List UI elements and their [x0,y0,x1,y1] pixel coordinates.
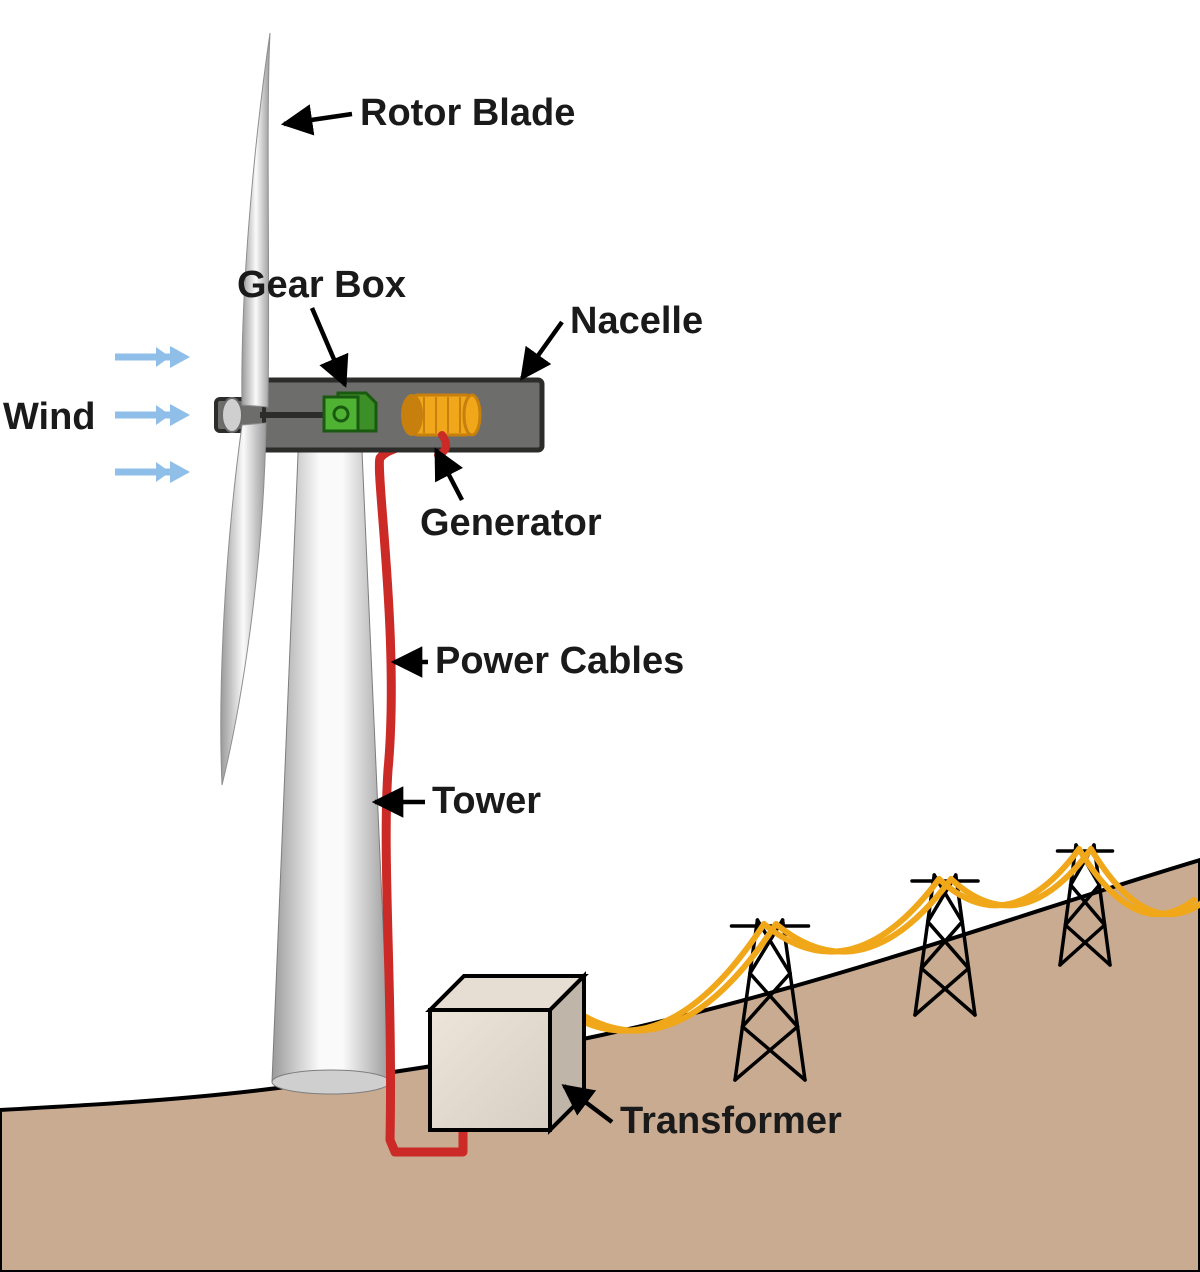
wind-turbine-diagram: Rotor Blade Gear Box Nacelle Wind Genera… [0,0,1200,1272]
label-generator: Generator [420,502,602,545]
label-gear-box: Gear Box [237,264,406,307]
label-power-cables: Power Cables [435,640,684,683]
label-nacelle: Nacelle [570,300,703,343]
label-transformer: Transformer [620,1100,842,1143]
diagram-svg [0,0,1200,1272]
label-wind: Wind [3,396,96,439]
label-tower: Tower [432,780,541,823]
label-rotor-blade: Rotor Blade [360,92,575,135]
